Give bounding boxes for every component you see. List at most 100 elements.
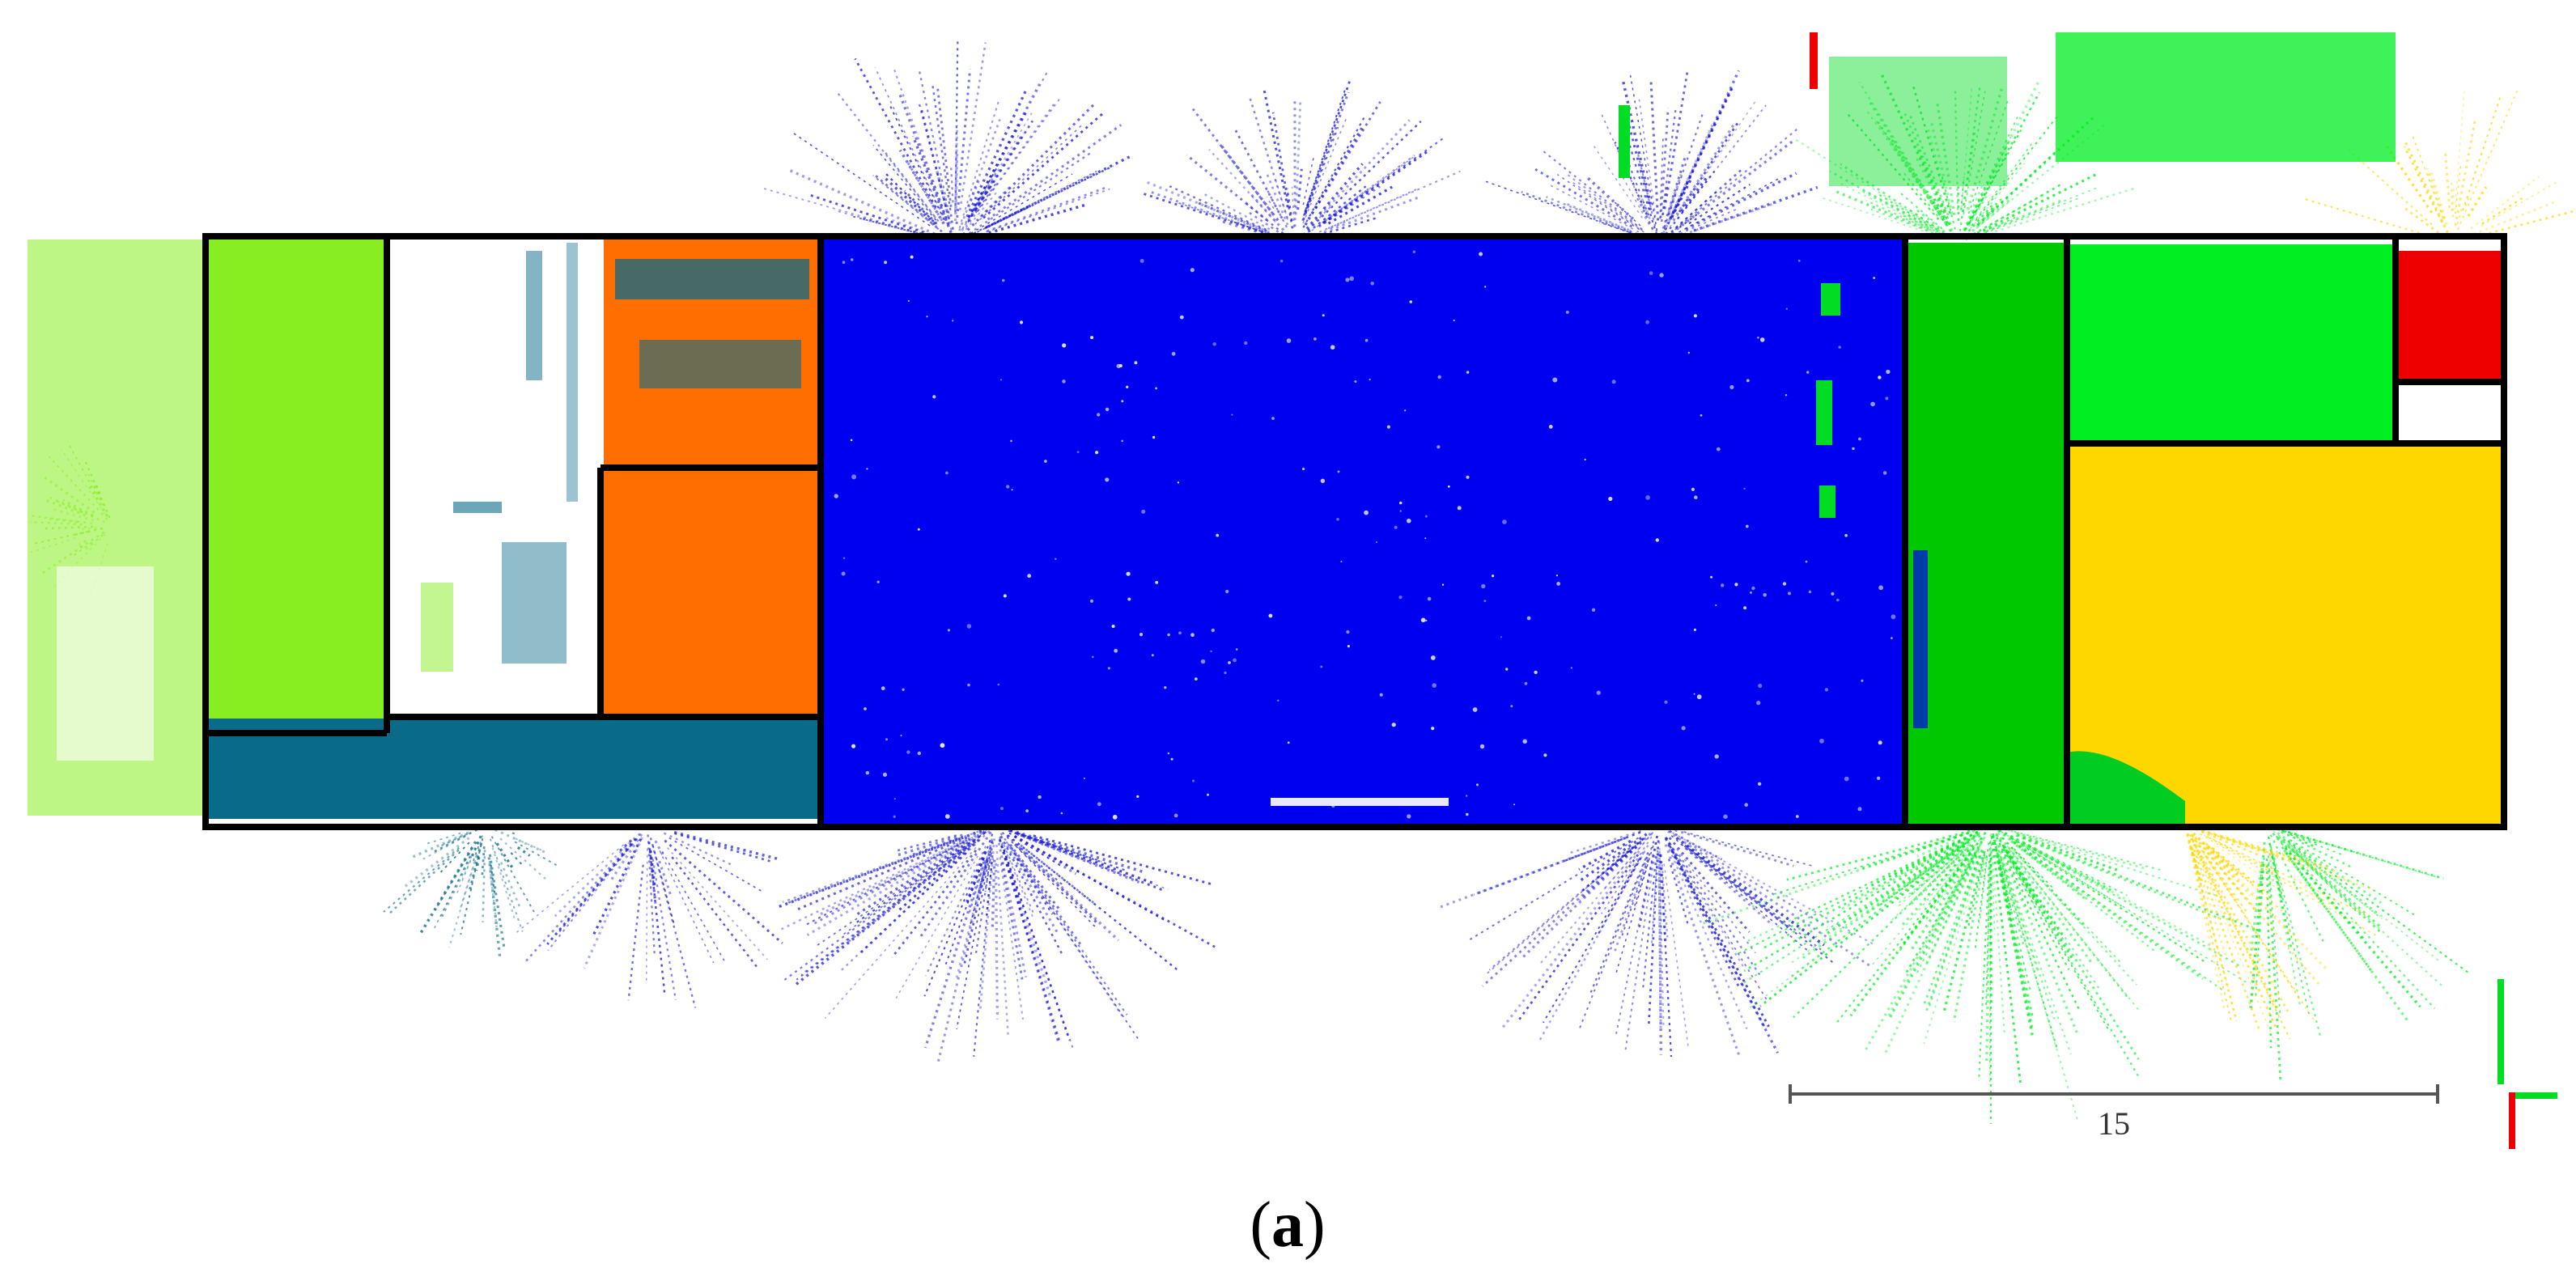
corridor-speck <box>1472 707 1478 712</box>
corridor-speck <box>1337 470 1340 473</box>
corridor-speck <box>876 580 880 583</box>
point-cloud-ray <box>787 168 942 238</box>
corridor-speck <box>893 798 896 800</box>
point-cloud-ray <box>1997 861 2034 1016</box>
point-cloud-ray <box>1929 121 1954 214</box>
corridor-speck <box>1466 812 1469 816</box>
corridor-speck <box>893 815 896 818</box>
point-cloud-ray <box>1021 833 1102 863</box>
corridor-speck <box>1891 614 1896 620</box>
corridor-speck <box>1211 628 1216 633</box>
corridor-speck <box>1513 803 1516 806</box>
point-cloud-ray <box>999 835 1063 956</box>
corridor-speck <box>1424 515 1428 518</box>
point-cloud-ray <box>1693 185 1818 232</box>
corridor-speck <box>1404 409 1407 412</box>
point-cloud-ray <box>881 175 936 226</box>
point-cloud-ray <box>1546 195 1644 238</box>
corridor-speck <box>1431 727 1435 731</box>
outside-lime-gap <box>57 566 154 761</box>
corridor-speck <box>1479 744 1485 749</box>
corridor-speck <box>1759 337 1765 342</box>
point-cloud-ray <box>1567 174 1644 231</box>
point-cloud-ray <box>1823 197 1925 232</box>
point-cloud-ray <box>1142 192 1270 236</box>
point-cloud-ray <box>1005 841 1123 1017</box>
corridor-speck <box>1369 378 1371 381</box>
point-cloud-ray <box>499 837 550 883</box>
point-cloud-ray <box>1633 859 1649 908</box>
corridor-speck <box>1322 314 1325 317</box>
point-cloud-ray <box>1628 163 1650 216</box>
point-cloud-ray <box>499 862 522 909</box>
point-cloud-ray <box>897 833 963 857</box>
point-cloud-ray <box>1673 177 1780 236</box>
point-cloud-ray <box>1543 859 1640 1024</box>
point-cloud-ray <box>2454 91 2465 210</box>
corridor-speck <box>1596 690 1601 695</box>
corridor-speck <box>1729 384 1734 390</box>
point-cloud-ray <box>1303 90 1346 216</box>
corridor-speck <box>1441 583 1445 586</box>
point-cloud-ray <box>2003 833 2126 909</box>
point-cloud-ray <box>1877 842 1967 908</box>
corridor-speck <box>1313 337 1317 341</box>
point-cloud-ray <box>982 112 1105 219</box>
point-cloud-ray <box>2007 829 2162 871</box>
point-cloud-ray <box>2285 852 2374 974</box>
room-white-left-texture <box>421 243 578 672</box>
point-cloud-ray <box>906 160 944 222</box>
point-cloud-ray <box>1661 184 1669 215</box>
point-cloud-ray <box>1169 185 1267 231</box>
corridor-speck <box>1336 518 1339 521</box>
top-green-cluster <box>1829 57 2007 186</box>
corridor-speck <box>1608 496 1613 502</box>
corridor-green-patch-1 <box>1821 283 1840 316</box>
corridor-speck <box>1003 594 1007 598</box>
point-cloud-ray <box>1959 83 1981 232</box>
corridor-speck <box>1484 286 1487 288</box>
point-cloud-ray <box>1969 129 2022 223</box>
corridor-speck <box>1320 478 1326 483</box>
point-cloud-ray <box>1954 90 1959 210</box>
room-white-small <box>2399 384 2504 440</box>
corridor-speck <box>1857 807 1862 812</box>
corridor-speck <box>1721 583 1725 587</box>
point-cloud-ray <box>668 837 766 894</box>
point-cloud-ray <box>1621 175 1650 225</box>
corridor-speck <box>1412 250 1416 253</box>
room-green-strip-blue-edge <box>1913 550 1928 728</box>
point-cloud-ray <box>2472 199 2559 235</box>
point-cloud-ray <box>2302 197 2420 234</box>
corridor-speck <box>851 258 854 261</box>
point-cloud-ray <box>1915 848 1980 975</box>
corridor-speck <box>1244 341 1248 346</box>
point-cloud-ray <box>1302 120 1422 236</box>
corridor-speck <box>1591 608 1596 612</box>
corridor-speck <box>1457 506 1462 511</box>
point-cloud-ray <box>1660 155 1687 235</box>
point-cloud-ray <box>797 836 968 911</box>
corridor-speck <box>1107 667 1110 670</box>
corridor-speck <box>1524 681 1528 685</box>
point-cloud-ray <box>2000 858 2058 1049</box>
point-cloud-ray <box>516 846 531 857</box>
corridor-speck <box>1286 338 1292 343</box>
corridor-speck <box>1097 413 1101 417</box>
corridor-speck <box>1155 581 1159 584</box>
point-cloud-ray <box>1875 192 1937 231</box>
corridor-speck <box>1231 413 1233 416</box>
corridor-speck <box>864 707 867 710</box>
point-cloud-ray <box>1570 180 1650 237</box>
point-cloud-ray <box>2411 134 2444 218</box>
point-cloud-ray <box>1677 104 1767 220</box>
point-cloud-ray <box>617 839 633 853</box>
corridor-speck <box>1164 686 1167 689</box>
corridor-speck <box>910 255 914 259</box>
corridor-speck <box>1394 525 1398 529</box>
point-cloud-ray <box>818 838 968 917</box>
corridor-speck <box>1691 487 1695 492</box>
point-cloud-ray <box>2192 838 2290 1012</box>
corridor-white-specks <box>834 250 1896 820</box>
point-cloud-ray <box>970 112 1033 216</box>
